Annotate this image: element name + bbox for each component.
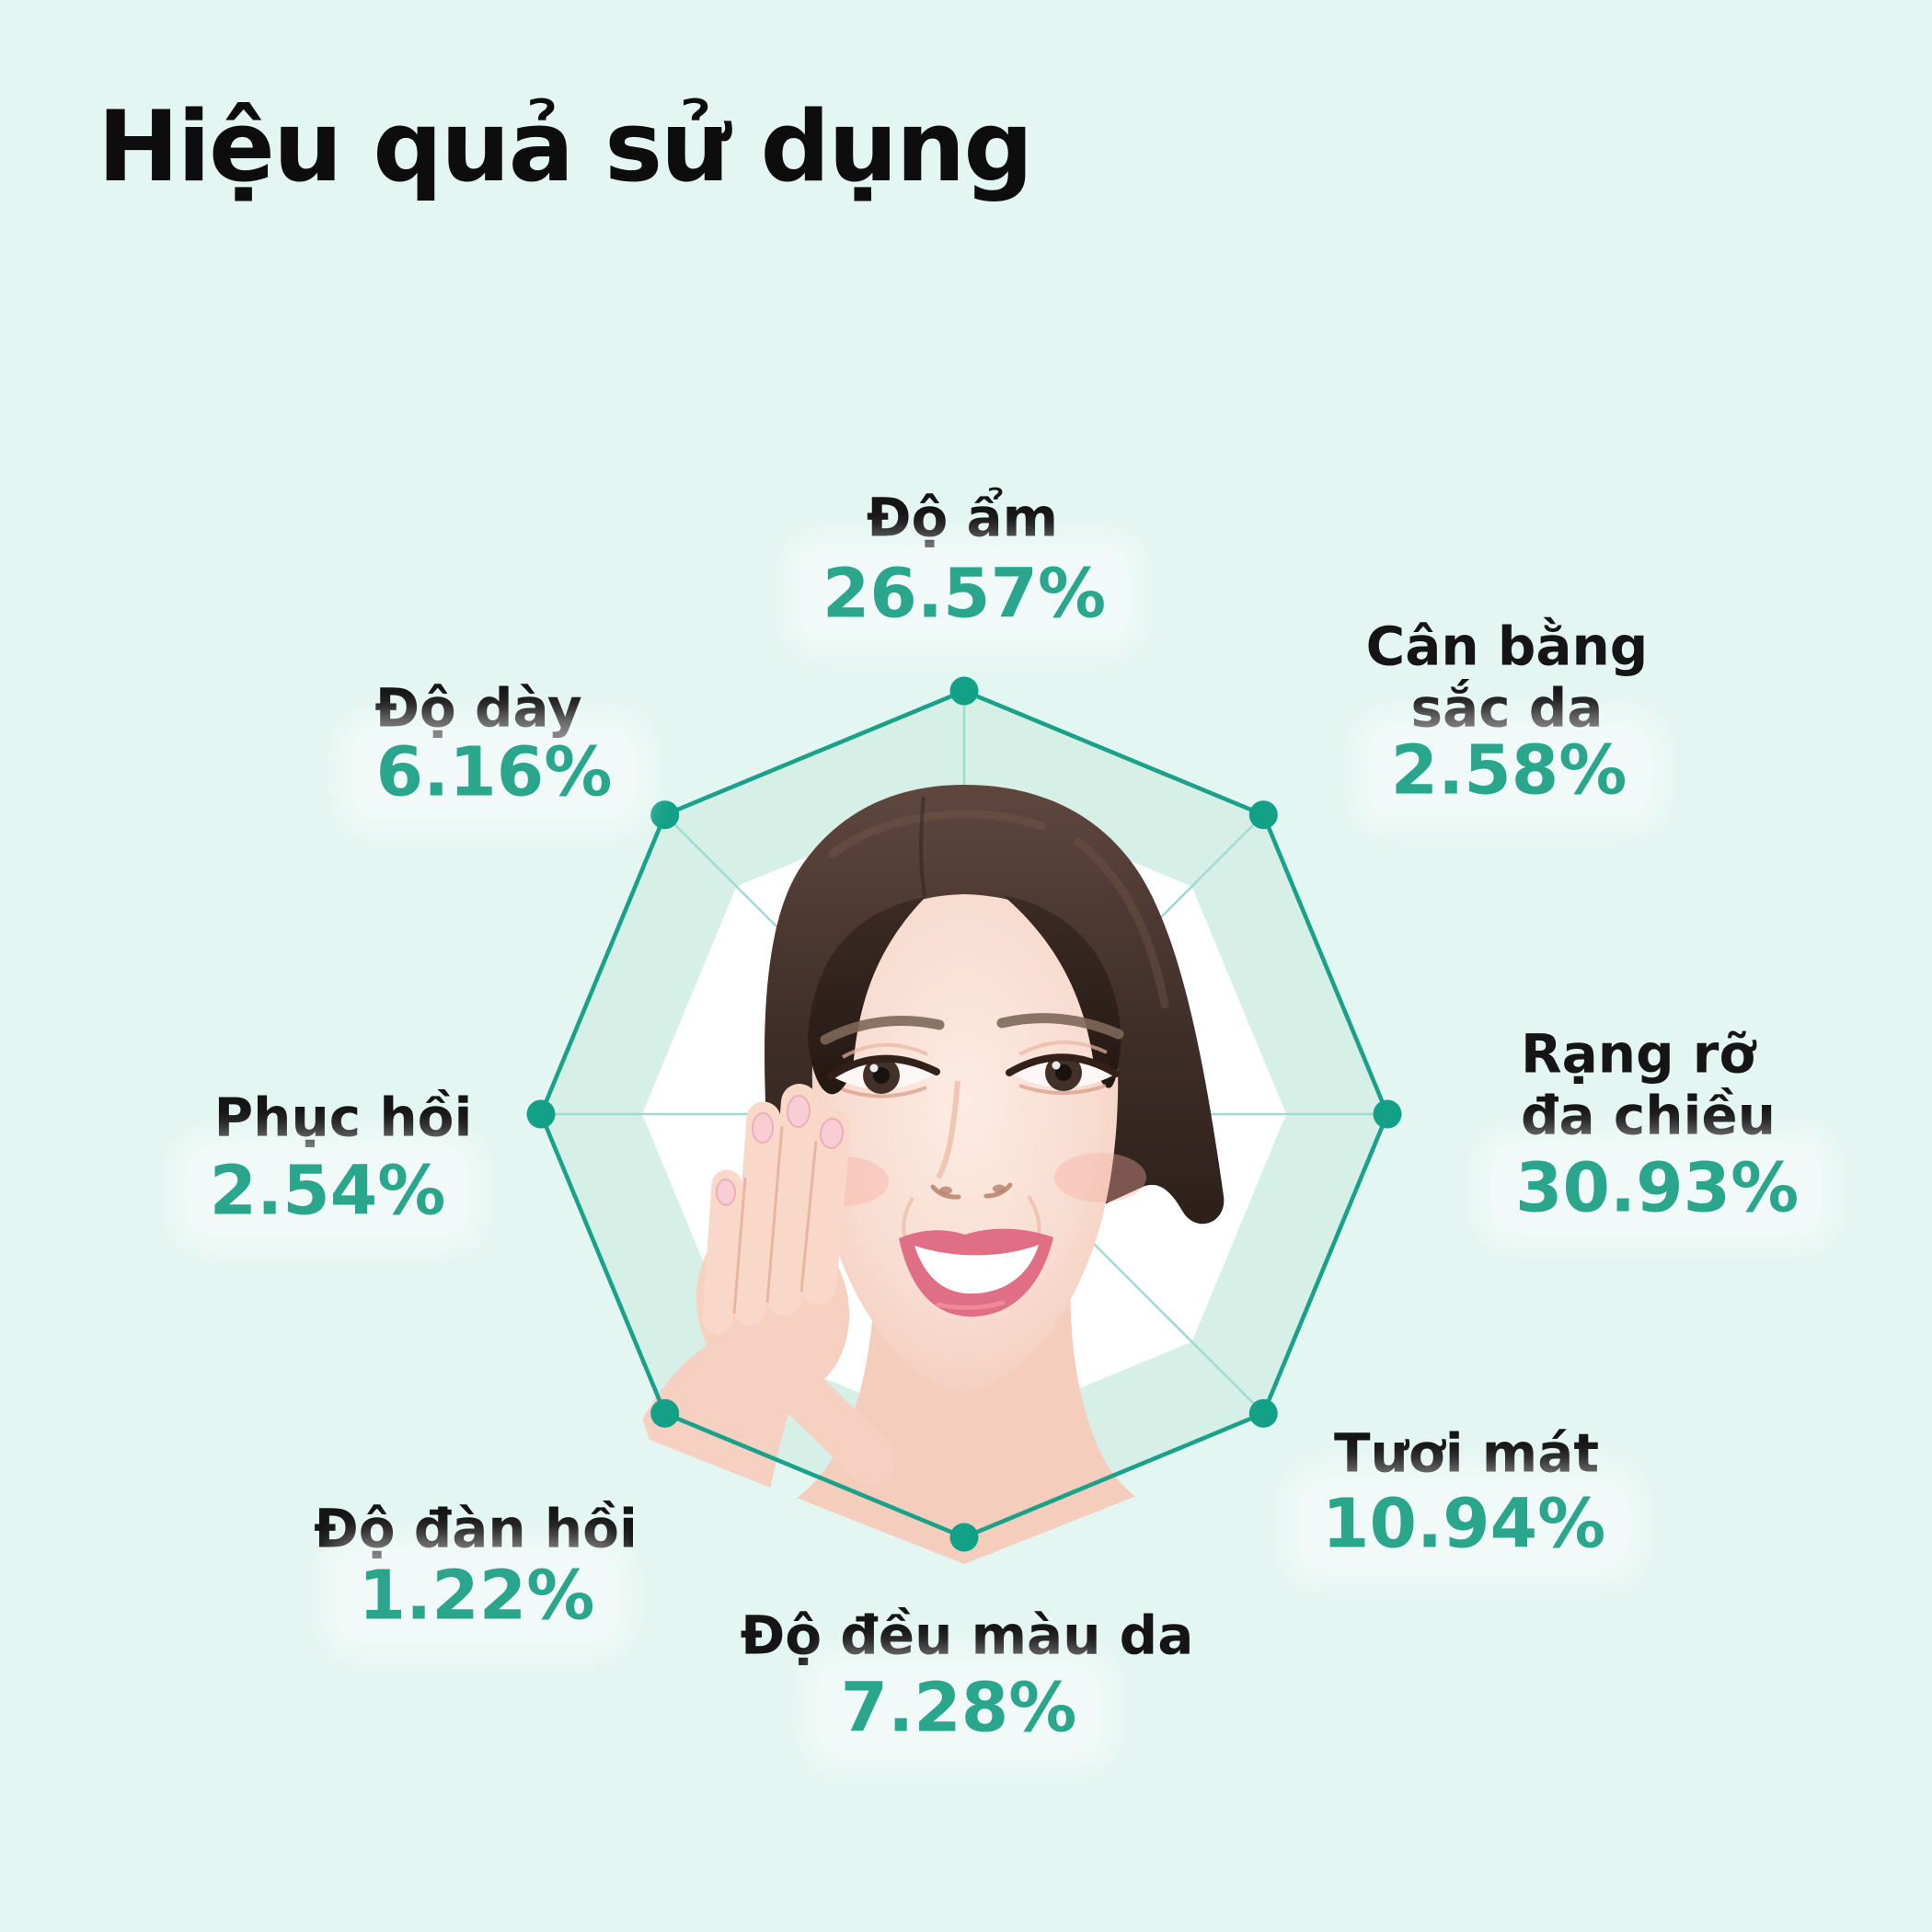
metric-value-do-am: 26.57% — [803, 553, 1125, 636]
metric-value-phuc-hoi: 2.54% — [190, 1150, 465, 1233]
metric-label-do-am: Độ ẩm — [866, 486, 1059, 549]
metric-label-rang-ro-da-chieu: Rạng rỡ đa chiều — [1521, 1022, 1777, 1147]
model-nose — [930, 1080, 1013, 1200]
metric-value-can-bang-sac-da: 2.58% — [1372, 730, 1646, 812]
model-eyes — [827, 1041, 1120, 1098]
vertex-dots — [526, 676, 1402, 1552]
model-neck — [707, 1251, 1224, 1564]
page-title: Hiệu quả sử dụng — [98, 90, 1033, 203]
metric-value-do-dan-hoi: 1.22% — [339, 1555, 614, 1638]
model-photo — [591, 785, 1225, 1564]
model-eyebrows — [820, 1016, 945, 1045]
metric-label-do-dan-hoi: Độ đàn hồi — [314, 1497, 638, 1560]
metric-label-phuc-hoi: Phục hồi — [213, 1086, 473, 1149]
metric-value-rang-ro-da-chieu: 30.93% — [1497, 1147, 1818, 1230]
metric-value-tuoi-mat: 10.94% — [1304, 1483, 1625, 1566]
metric-label-do-day: Độ dày — [374, 676, 582, 740]
metric-label-can-bang-sac-da: Cân bằng sắc da — [1365, 615, 1649, 740]
metric-label-tuoi-mat: Tươi mát — [1334, 1421, 1600, 1485]
metric-label-do-deu-mau-da: Độ đều màu da — [740, 1604, 1194, 1667]
metric-value-do-day: 6.16% — [357, 731, 631, 814]
metric-value-do-deu-mau-da: 7.28% — [822, 1667, 1096, 1750]
model-mouth — [899, 1228, 1053, 1317]
